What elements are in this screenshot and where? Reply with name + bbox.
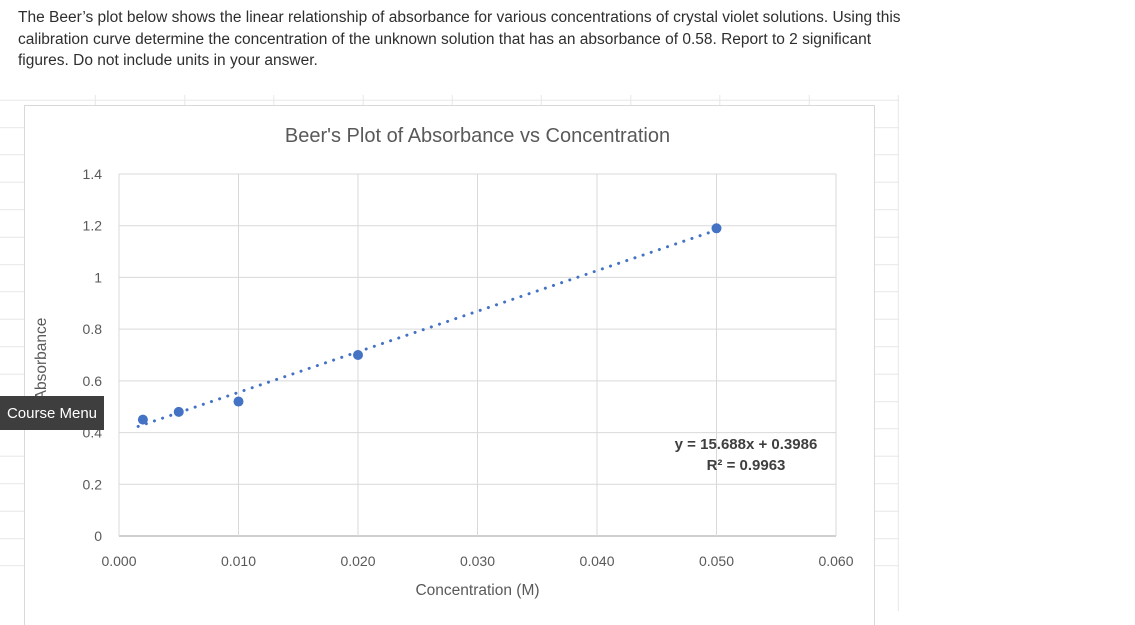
trendline-r-squared: R² = 0.9963	[706, 457, 786, 474]
data-point	[173, 406, 184, 417]
y-tick-label: 1	[94, 269, 102, 285]
x-tick-label: 0.050	[699, 553, 734, 569]
y-tick-label: 0.6	[83, 373, 103, 389]
x-axis-title: Concentration (M)	[415, 582, 540, 599]
data-point	[353, 350, 363, 360]
y-tick-label: 0.2	[83, 476, 103, 492]
chart-title: Beer's Plot of Absorbance vs Concentrati…	[284, 125, 671, 147]
x-tick-label: 0.020	[340, 553, 375, 569]
scatter-plot-area: 00.20.40.60.811.21.40.000 0.010 0.020 0.030…	[83, 166, 854, 569]
x-tick-label: 0.010	[221, 553, 256, 569]
x-tick-label: 0.040	[579, 553, 614, 569]
y-tick-label: 0	[94, 528, 102, 544]
question-line-3: figures. Do not include units in your an…	[18, 52, 318, 69]
y-tick-label: 1.2	[83, 218, 103, 234]
trendline	[136, 226, 724, 428]
x-tick-label: 0.060	[818, 553, 853, 569]
y-tick-label: 1.4	[83, 166, 103, 182]
question-line-2: calibration curve determine the concentr…	[18, 30, 872, 48]
course-menu-label: Course Menu	[6, 404, 98, 422]
beer-plot-chart: Beer's Plot of Absorbance vs Concentrati…	[24, 105, 875, 625]
question-line-1: The Beer’s plot below shows the linear r…	[18, 9, 901, 26]
trendline-equation: y = 15.688x + 0.3986	[674, 436, 818, 453]
data-point	[711, 223, 722, 234]
x-tick-label: 0.000	[101, 553, 136, 569]
x-tick-label: 0.030	[460, 553, 495, 569]
question-text: The Beer’s plot below shows the linear r…	[18, 7, 1103, 72]
course-menu-tab[interactable]: Course Menu	[0, 396, 104, 430]
data-point	[233, 396, 244, 407]
y-tick-label: 0.8	[83, 321, 103, 337]
data-point	[137, 414, 148, 425]
